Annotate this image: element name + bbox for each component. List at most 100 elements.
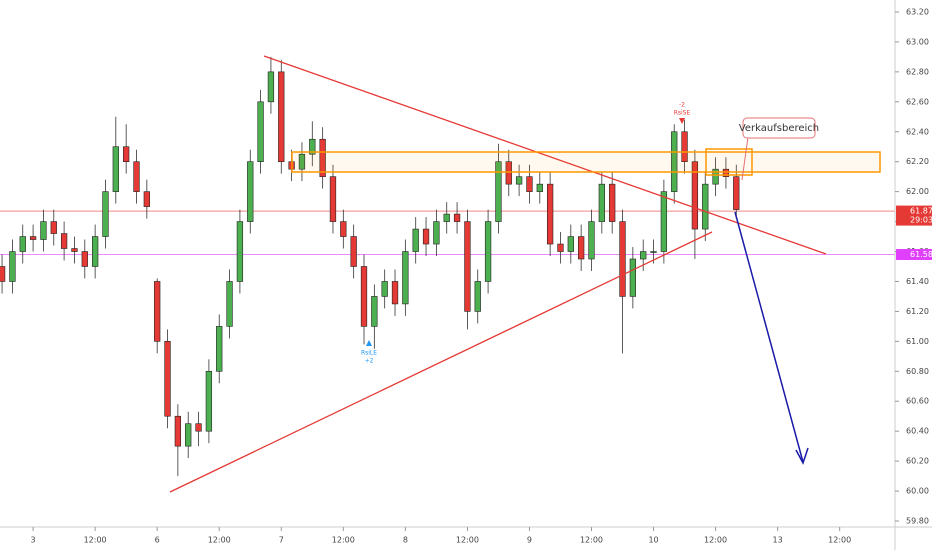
candle-body xyxy=(702,183,709,230)
candle-body xyxy=(40,221,47,240)
arrow-head xyxy=(795,447,809,465)
x-tick-label: 12:00 xyxy=(580,536,603,545)
x-tick-label: 12:00 xyxy=(332,536,355,545)
annotation: -2 xyxy=(679,102,685,109)
candle-body xyxy=(402,251,409,305)
candle-body xyxy=(0,266,6,282)
callout-pointer xyxy=(741,136,749,181)
candle-body xyxy=(588,221,595,260)
candle-body xyxy=(464,221,471,312)
y-tick-label: 61.00 xyxy=(906,337,929,346)
candle-body xyxy=(443,213,450,222)
y-tick-label: 62.20 xyxy=(906,157,929,166)
candle-body xyxy=(660,191,668,252)
y-tick-label: 62.60 xyxy=(906,97,929,106)
x-tick-label: 6 xyxy=(155,536,160,545)
candle-body xyxy=(298,153,306,170)
y-tick-label: 60.60 xyxy=(906,397,929,406)
candle-body xyxy=(360,266,368,327)
candle-body xyxy=(195,423,202,432)
x-tick-label: 12:00 xyxy=(828,536,851,545)
time-axis-bg xyxy=(0,527,932,550)
candle-body xyxy=(712,168,719,185)
x-tick-label: 9 xyxy=(527,536,532,545)
y-tick-label: 62.80 xyxy=(906,67,929,76)
candle-body xyxy=(619,221,626,297)
candle-body xyxy=(91,236,99,267)
candle-body xyxy=(640,251,647,260)
price-tag xyxy=(896,249,932,261)
candle-body xyxy=(505,161,512,185)
axes: 59.80 60.00 60.20 60.40 60.60 60.80 61.00 61.20… xyxy=(31,7,932,545)
candle-body xyxy=(526,176,533,192)
candle-body xyxy=(650,251,657,253)
sell-zone xyxy=(291,151,881,173)
y-tick-label: 62.00 xyxy=(906,187,929,196)
candle-body xyxy=(205,370,213,432)
candle-body xyxy=(19,236,26,252)
x-tick-label: 12:00 xyxy=(704,536,727,545)
candle-body xyxy=(309,138,316,155)
candle-body xyxy=(185,423,192,447)
candle-body xyxy=(102,191,109,237)
candle-body xyxy=(722,168,730,177)
candle-body xyxy=(422,228,430,245)
y-tick-label: 61.20 xyxy=(906,307,929,316)
candle-body xyxy=(267,71,275,103)
candle-body xyxy=(278,71,285,162)
candle-body xyxy=(557,243,564,252)
annotation: +2 xyxy=(365,358,374,365)
resistance-line xyxy=(263,55,827,255)
annotation: RsiLE xyxy=(361,350,377,357)
candle-body xyxy=(495,161,502,222)
y-tick-label: 60.00 xyxy=(906,487,929,496)
candle-body xyxy=(453,213,461,222)
candle-body xyxy=(536,183,543,192)
candles xyxy=(0,56,740,477)
x-tick-label: 10 xyxy=(648,536,658,545)
candle-body xyxy=(257,101,264,162)
y-tick-label: 59.80 xyxy=(906,517,929,526)
annotation: Verkaufsbereich xyxy=(739,123,819,134)
candle-body xyxy=(671,131,678,192)
drawings xyxy=(169,55,881,493)
x-tick-label: 3 xyxy=(31,536,36,545)
arrow-line xyxy=(734,211,804,463)
callout xyxy=(742,117,816,139)
y-tick-label: 61.40 xyxy=(906,277,929,286)
candle-body xyxy=(143,191,150,207)
annotation: RsiSE xyxy=(674,110,691,117)
x-tick-label: 7 xyxy=(279,536,284,545)
price-axis-bg xyxy=(895,0,932,550)
price-tag-label: 61.58 xyxy=(910,250,932,259)
sell-signal-arrow xyxy=(679,118,685,124)
candle-body xyxy=(433,221,440,245)
candle-body xyxy=(123,146,130,162)
candle-body xyxy=(371,296,378,327)
candle-body xyxy=(484,221,492,282)
candle-body xyxy=(340,221,347,237)
candle-body xyxy=(609,183,616,222)
candle-body xyxy=(133,161,140,192)
candle-body xyxy=(691,161,699,230)
candle-body xyxy=(391,281,399,305)
candle-body xyxy=(733,176,740,210)
candle-body xyxy=(29,236,37,240)
price-tag-label: 61.87 xyxy=(910,207,932,216)
candle-body xyxy=(112,146,119,192)
y-tick-label: 60.80 xyxy=(906,367,929,376)
candle-body xyxy=(226,281,233,327)
candle-body xyxy=(329,176,337,222)
candle-body xyxy=(412,228,419,252)
buy-signal-arrow xyxy=(366,340,372,346)
candle-body xyxy=(50,221,57,234)
price-tag xyxy=(896,205,932,226)
candle-body xyxy=(515,176,523,185)
candle-body xyxy=(154,281,161,342)
candle-body xyxy=(174,415,182,447)
y-tick-label: 63.20 xyxy=(906,7,929,16)
candle-body xyxy=(60,233,68,249)
candle-body xyxy=(350,236,357,267)
countdown-label: 29:03 xyxy=(910,216,932,225)
support-line xyxy=(169,231,713,493)
